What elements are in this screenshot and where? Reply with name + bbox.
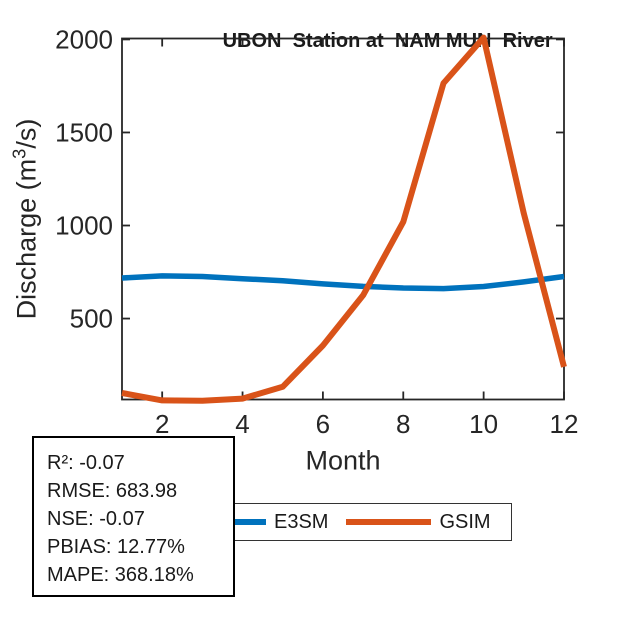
x-tick-label: 10 [469, 409, 498, 439]
x-tick-label: 2 [155, 409, 169, 439]
y-tick-label: 2000 [55, 24, 113, 54]
x-axis-label: Month [305, 445, 381, 476]
x-tick-label: 4 [235, 409, 249, 439]
stats-box: R²: -0.07 RMSE: 683.98 NSE: -0.07 PBIAS: 12… [32, 436, 235, 597]
legend-label-e3sm: E3SM [274, 511, 329, 533]
stat-line: RMSE: 683.98 [47, 480, 178, 502]
y-tick-label: 500 [70, 304, 113, 334]
series-line-e3sm [121, 273, 565, 292]
legend-label-gsim: GSIM [439, 511, 491, 533]
axes-box [121, 37, 565, 401]
stat-line: R²: -0.07 [47, 452, 125, 474]
legend-entry-gsim: GSIM [346, 511, 491, 533]
chart-title: UBON Station at NAM MUN River [0, 7, 625, 76]
x-tick-label: 12 [550, 409, 579, 439]
y-tick-label: 1500 [55, 117, 113, 147]
stat-line: MAPE: 368.18% [47, 564, 194, 586]
x-tick-label: 8 [396, 409, 410, 439]
gsim-line-sample-icon [346, 519, 432, 525]
x-tick-label: 6 [316, 409, 330, 439]
series-line-gsim [121, 34, 567, 404]
stat-line: PBIAS: 12.77% [47, 536, 185, 558]
stat-line: NSE: -0.07 [47, 508, 145, 530]
y-tick-label: 1000 [55, 211, 113, 241]
chart-title-text: UBON Station at NAM MUN River [222, 30, 553, 52]
